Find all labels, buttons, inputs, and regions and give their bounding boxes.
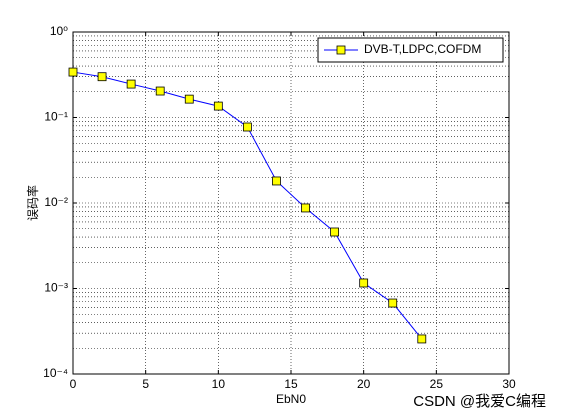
marker — [301, 203, 310, 213]
marker — [359, 278, 369, 288]
marker — [242, 122, 252, 132]
marker — [126, 79, 136, 89]
marker — [68, 67, 78, 77]
x-tick-label: 30 — [502, 377, 516, 391]
marker — [417, 334, 427, 344]
marker — [330, 227, 340, 237]
y-tick-label: 10⁻¹ — [44, 110, 68, 124]
x-axis-label: EbN0 — [276, 392, 306, 406]
x-tick-label: 20 — [357, 377, 371, 391]
marker — [155, 86, 165, 96]
legend-label: DVB-T,LDPC,COFDM — [364, 42, 481, 56]
marker — [97, 72, 107, 82]
x-tick-label: 25 — [430, 377, 444, 391]
y-axis-label: 误码率 — [25, 185, 40, 221]
watermark: CSDN @我爱C编程 — [413, 393, 546, 410]
marker — [213, 101, 223, 111]
y-tick-label: 10⁻⁴ — [43, 366, 68, 380]
x-tick-label: 10 — [212, 377, 226, 391]
x-tick-label: 0 — [70, 377, 77, 391]
marker — [272, 176, 281, 186]
marker — [184, 94, 194, 104]
y-tick-label: 10⁰ — [50, 24, 68, 38]
axes-box — [72, 31, 510, 375]
x-tick-label: 15 — [284, 377, 298, 391]
y-tick-label: 10⁻³ — [44, 281, 68, 295]
legend-marker — [336, 45, 346, 55]
y-tick-label: 10⁻² — [44, 195, 68, 209]
x-tick-label: 5 — [142, 377, 149, 391]
marker — [388, 298, 398, 308]
